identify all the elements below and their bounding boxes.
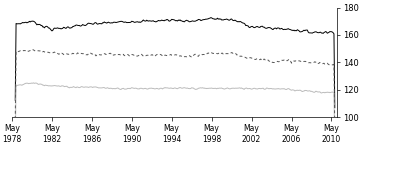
- Persons: [20, 49, 25, 52]
- Females: [332, 146, 337, 148]
- Females: [236, 87, 241, 89]
- Females: [183, 87, 187, 89]
- Line: Females: Females: [15, 83, 335, 147]
- Persons: [29, 48, 34, 51]
- Persons: [13, 118, 17, 120]
- Females: [145, 88, 150, 90]
- Females: [42, 85, 47, 87]
- Persons: [332, 126, 337, 129]
- Males: [145, 19, 149, 21]
- Females: [20, 84, 25, 86]
- Persons: [183, 56, 187, 58]
- Persons: [145, 54, 150, 56]
- Females: [226, 87, 231, 90]
- Persons: [236, 54, 241, 57]
- Persons: [42, 51, 47, 53]
- Females: [13, 141, 17, 143]
- Males: [41, 26, 46, 28]
- Males: [332, 107, 337, 109]
- Females: [31, 82, 36, 84]
- Males: [13, 99, 17, 101]
- Males: [208, 16, 213, 19]
- Males: [236, 20, 241, 23]
- Persons: [226, 53, 231, 55]
- Line: Males: Males: [15, 18, 335, 108]
- Males: [20, 21, 25, 24]
- Line: Persons: Persons: [15, 50, 335, 128]
- Males: [226, 19, 231, 21]
- Males: [182, 21, 187, 23]
